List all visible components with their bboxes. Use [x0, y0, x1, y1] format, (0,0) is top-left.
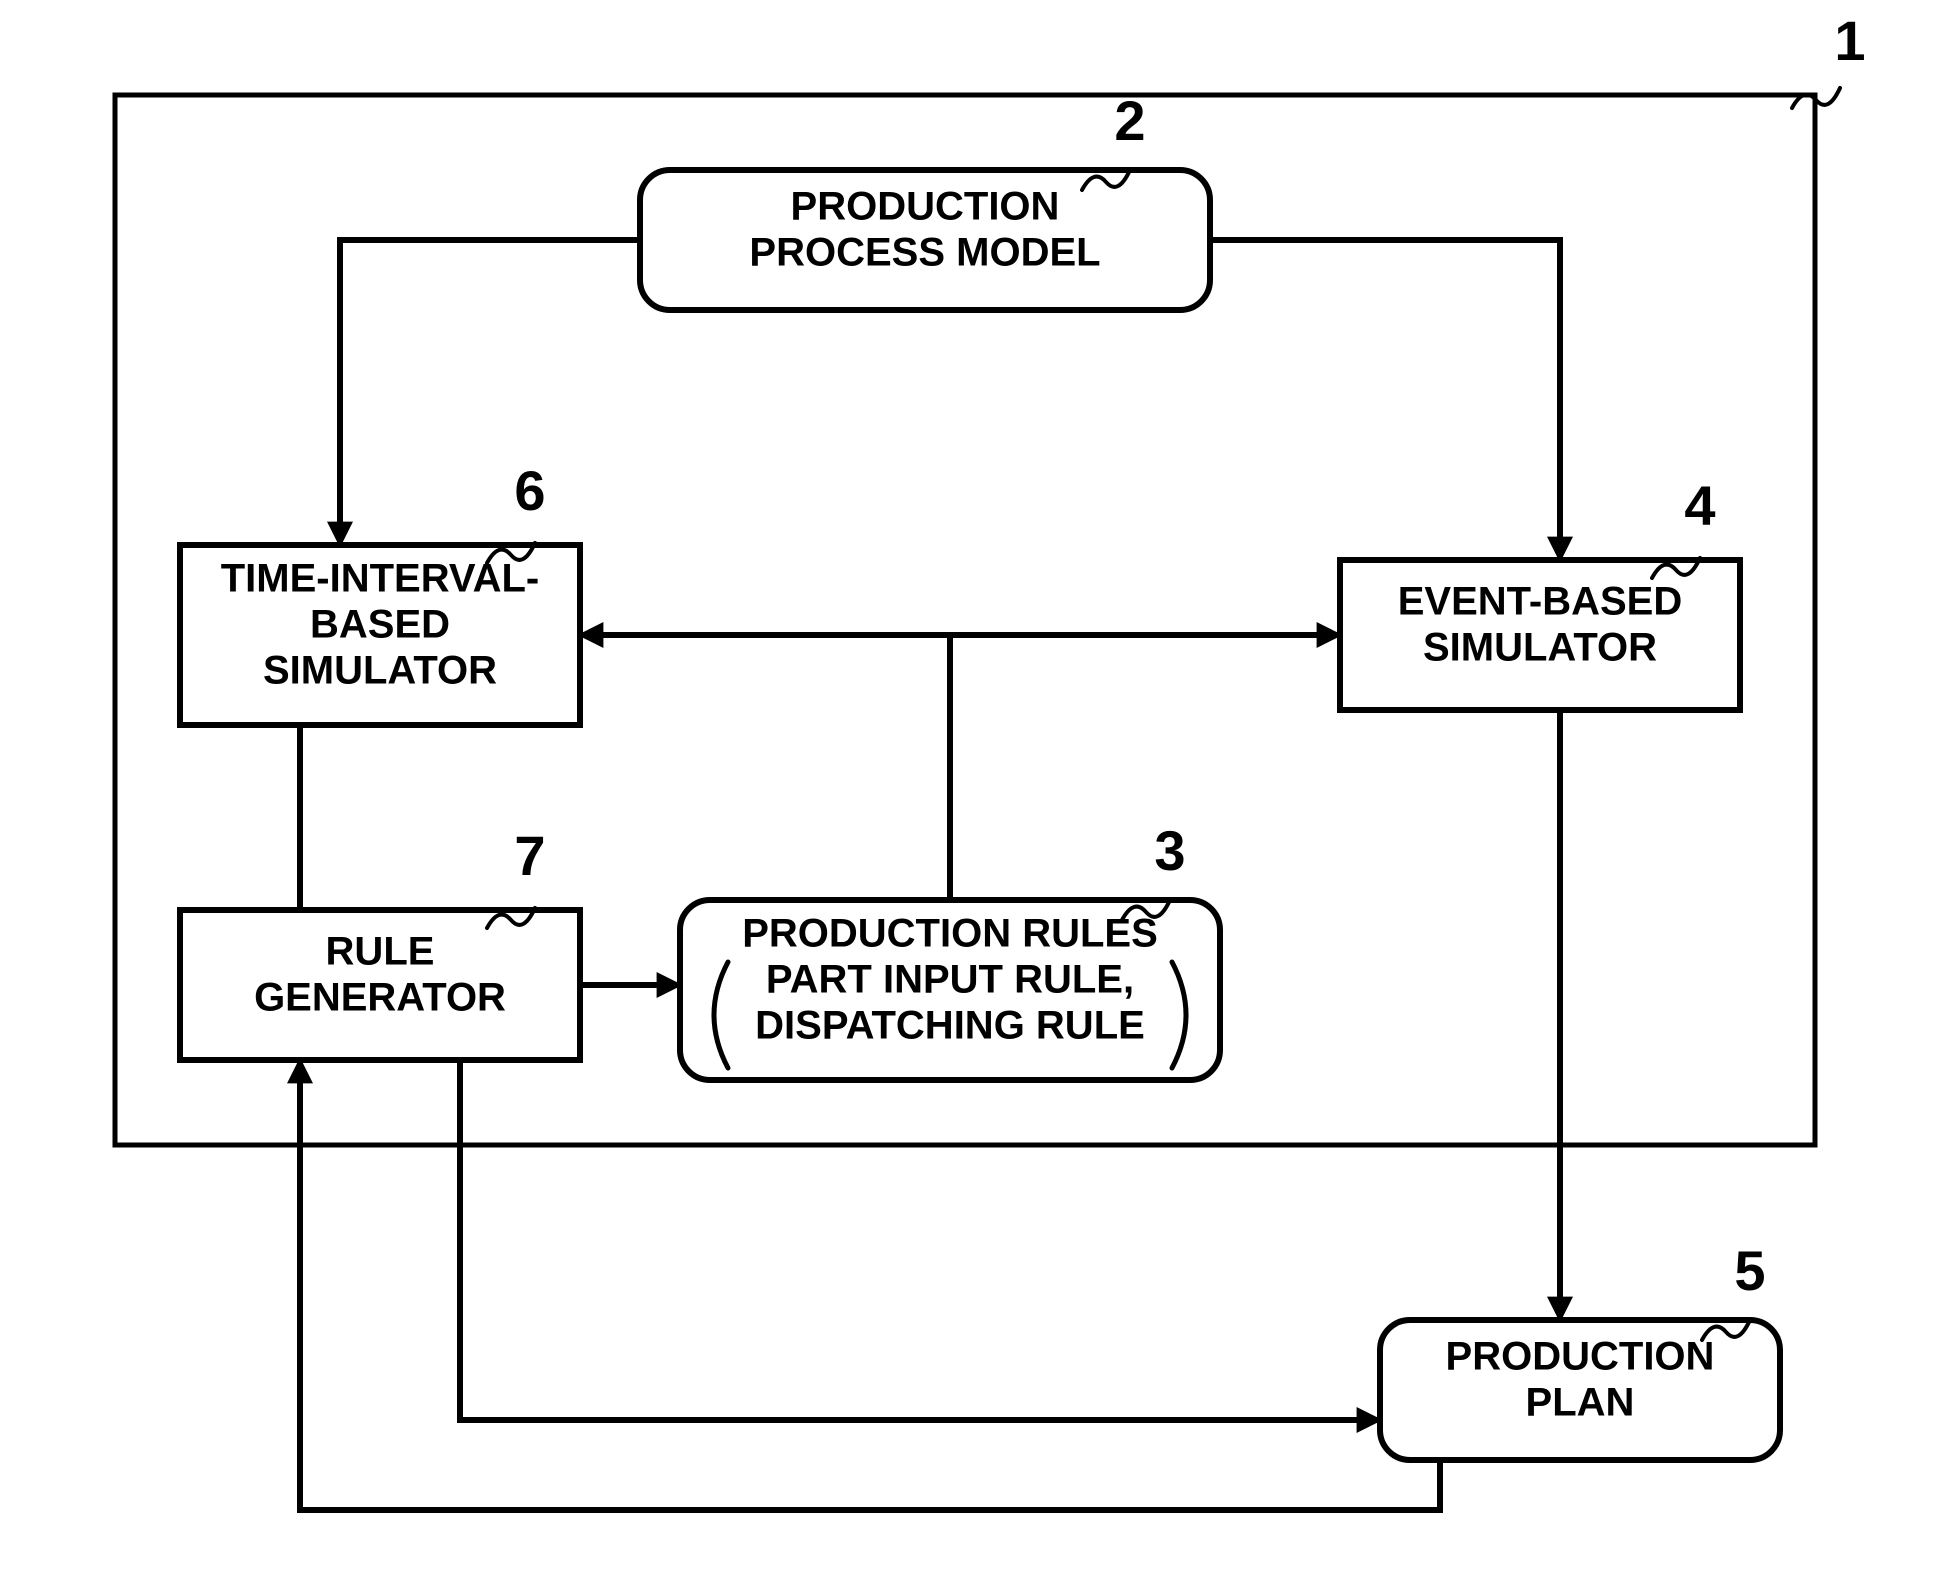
process-model-label: PRODUCTION — [791, 184, 1060, 228]
production-rules: PRODUCTION RULESPART INPUT RULE,DISPATCH… — [680, 900, 1220, 1080]
reference-number: 6 — [514, 459, 545, 522]
reference-number: 7 — [514, 824, 545, 887]
time-interval-simulator-label: BASED — [310, 602, 450, 646]
time-interval-simulator: TIME-INTERVAL-BASEDSIMULATOR — [180, 545, 580, 725]
reference-number: 2 — [1114, 89, 1145, 152]
rule-generator-label: RULE — [326, 929, 435, 973]
edge-rulegen-to-plan-lower — [460, 1060, 1380, 1420]
production-rules-label: DISPATCHING RULE — [755, 1003, 1145, 1047]
reference-number: 3 — [1154, 819, 1185, 882]
production-rules-label: PRODUCTION RULES — [742, 911, 1158, 955]
reference-number: 1 — [1834, 9, 1865, 72]
edge-pm-to-event — [1210, 240, 1560, 560]
production-plan: PRODUCTIONPLAN — [1380, 1320, 1780, 1460]
rule-generator-label: GENERATOR — [254, 975, 506, 1019]
rule-generator: RULEGENERATOR — [180, 910, 580, 1060]
process-model-label: PROCESS MODEL — [749, 230, 1100, 274]
event-based-simulator-label: EVENT-BASED — [1398, 579, 1683, 623]
production-plan-label: PLAN — [1526, 1380, 1635, 1424]
reference-number: 5 — [1734, 1239, 1765, 1302]
event-based-simulator: EVENT-BASEDSIMULATOR — [1340, 560, 1740, 710]
event-based-simulator-label: SIMULATOR — [1423, 625, 1657, 669]
edge-plan-to-rulegen-up — [300, 1060, 1440, 1510]
edge-pm-to-time — [340, 240, 640, 545]
production-plan-label: PRODUCTION — [1446, 1334, 1715, 1378]
reference-number: 4 — [1684, 474, 1715, 537]
production-rules-label: PART INPUT RULE, — [766, 957, 1134, 1001]
time-interval-simulator-label: SIMULATOR — [263, 648, 497, 692]
time-interval-simulator-label: TIME-INTERVAL- — [221, 556, 540, 600]
process-model: PRODUCTIONPROCESS MODEL — [640, 170, 1210, 310]
